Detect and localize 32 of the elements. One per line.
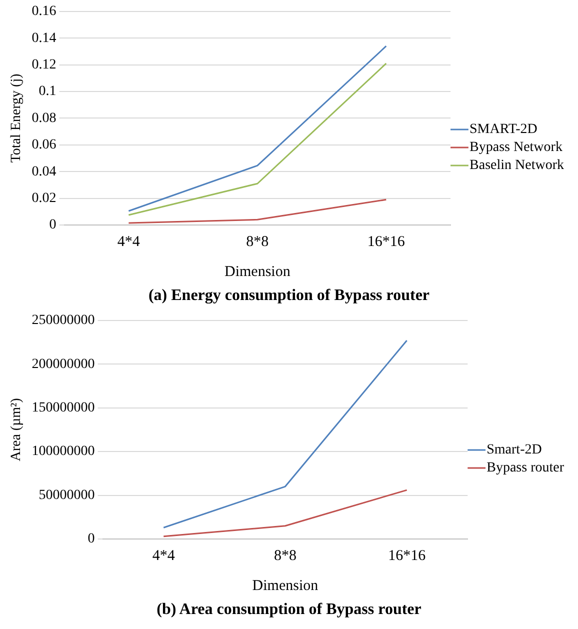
legend-label: Baselin Network xyxy=(470,158,564,174)
y-tick-label: 250000000 xyxy=(32,313,95,328)
y-tick-label: 0.06 xyxy=(32,138,56,153)
x-tick-label: 8*8 xyxy=(274,548,296,564)
x-axis-title: Dimension xyxy=(252,578,319,594)
y-tick-label: 200000000 xyxy=(32,356,95,372)
y-tick-label: 0.02 xyxy=(32,190,56,206)
text: (a) Energy consumption of Bypass router xyxy=(147,286,431,306)
y-tick-label: 0 xyxy=(49,218,56,233)
x-tick-label: 4*4 xyxy=(152,548,176,564)
y-axis-title: Area (µm²) xyxy=(9,398,24,462)
y-axis-title: Total Energy (j) xyxy=(9,73,24,163)
legend-label: Bypass router xyxy=(486,460,564,476)
y-tick-label: 0.16 xyxy=(32,4,56,20)
legend-label: Bypass Network xyxy=(470,140,562,156)
legend-label: SMART-2D xyxy=(470,122,538,138)
y-tick-label: 100000000 xyxy=(32,444,95,460)
y-tick-label: 0.1 xyxy=(38,84,56,100)
y-tick-label: 50000000 xyxy=(38,488,95,503)
y-tick-label: 0.12 xyxy=(32,57,56,72)
y-tick-label: 0 xyxy=(88,532,95,547)
x-tick-label: 8*8 xyxy=(246,234,269,250)
x-tick-label: 16*16 xyxy=(388,548,426,564)
text: (b) Area consumption of Bypass router xyxy=(156,600,422,620)
legend-label: Smart-2D xyxy=(486,442,542,458)
x-tick-label: 16*16 xyxy=(367,234,406,250)
y-tick-label: 0.04 xyxy=(32,164,56,180)
x-tick-label: 4*4 xyxy=(117,234,140,250)
y-tick-label: 0.14 xyxy=(32,30,56,46)
y-tick-label: 150000000 xyxy=(32,400,95,416)
x-axis-title: Dimension xyxy=(224,264,291,280)
y-tick-label: 0.08 xyxy=(32,110,56,126)
